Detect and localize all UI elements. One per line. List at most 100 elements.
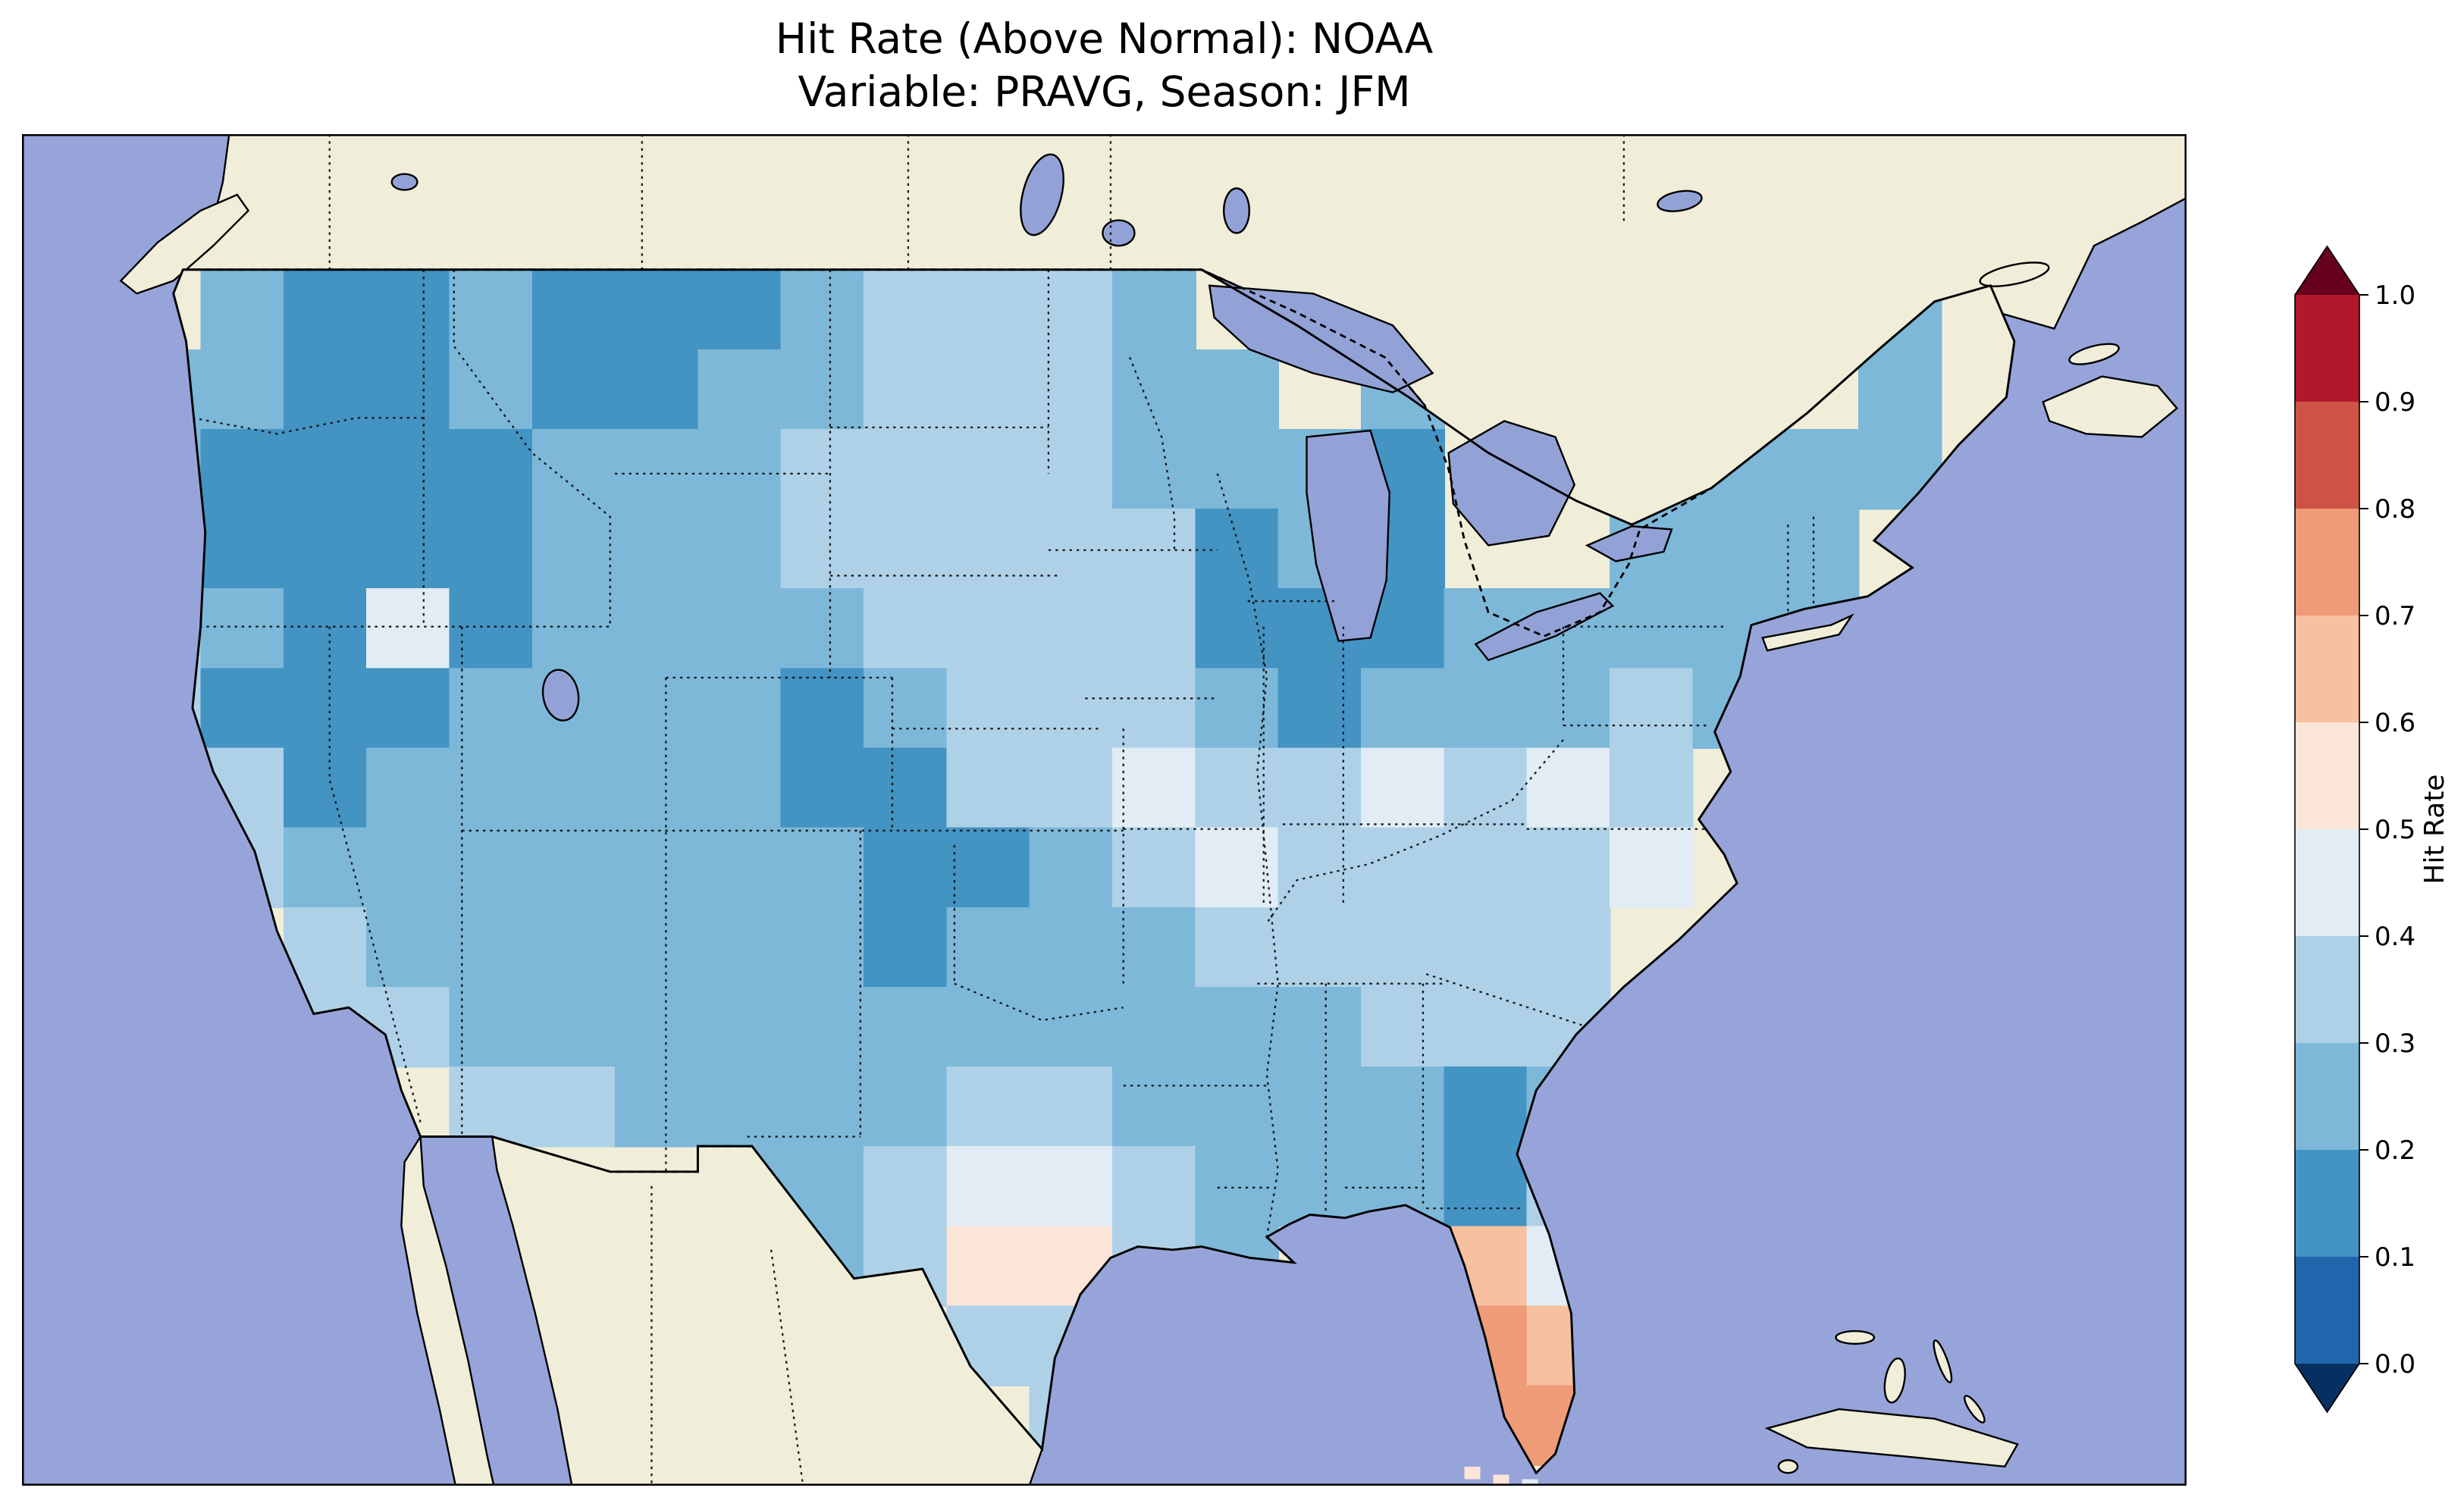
grid-cell [864,428,948,510]
great-salt-lake [541,669,580,722]
figure-title-line2: Variable: PRAVG, Season: JFM [798,67,1411,117]
colorbar-segment [2295,1257,2359,1364]
grid-cell [366,827,450,909]
grid-cell [531,269,616,351]
colorbar-segments [2295,295,2359,1364]
grid-cell [615,349,699,431]
grid-cell [615,907,699,988]
grid-cell [449,668,534,749]
grid-cell [1444,986,1528,1068]
andros-island [1883,1357,1906,1404]
axes-frame [22,134,2187,1486]
grid-cell [1112,428,1196,510]
grid-cell [1029,269,1114,351]
colorbar-tick-label: 0.7 [2375,601,2415,631]
figure-title: Hit Rate (Above Normal): NOAA Variable: … [22,12,2187,119]
grid-cell [1195,588,1280,669]
grid-cell [615,747,699,829]
anticosti-island [1979,262,2050,287]
grid-cell [449,349,534,431]
grid-cell [946,747,1031,829]
grid-cell [1360,986,1445,1068]
grid-cell [946,827,1031,909]
grid-cell [864,1066,948,1148]
grid-cell [864,986,948,1068]
colorbar-tick-label: 0.5 [2375,815,2415,845]
grid-cell [1526,827,1611,909]
grid-cell [1112,827,1196,909]
grid-cell [946,1066,1031,1148]
grid-cell [1277,747,1362,829]
grid-cell [698,428,782,510]
grid-cell [200,428,285,510]
grid-cell [1444,668,1528,749]
isle-of-youth [1777,1459,1799,1474]
colorbar-tick-label: 0.3 [2375,1029,2415,1059]
grid-cell [1360,907,1445,988]
grid-cell [1112,907,1196,988]
grand-bahama-island [1835,1330,1876,1345]
grid-cell [698,747,782,829]
grid-cell [946,509,1031,590]
grid-cell [449,428,534,510]
grid-cell [1609,588,1694,669]
grid-cell [531,349,616,431]
grid-cell [1277,1066,1362,1148]
grid-cell [283,509,368,590]
grid-cell [1195,668,1280,749]
grid-cell [449,747,534,829]
grid-cell [449,588,534,669]
grid-cell [283,428,368,510]
grid-cell [283,588,368,669]
colorbar-tick-label: 0.2 [2375,1135,2415,1166]
grid-cell [1029,827,1114,909]
grid-cell [1444,907,1528,988]
colorbar-segment [2295,1150,2359,1257]
grid-cell [698,269,782,351]
grid-cell [283,349,368,431]
grid-cell [1444,1066,1528,1148]
colorbar-tick-label: 1.0 [2375,280,2415,311]
colorbar-segment [2295,615,2359,722]
nova-scotia [2042,375,2179,438]
grid-cell [200,269,285,351]
grid-cell [698,1066,782,1148]
grid-cell [615,588,699,669]
grid-cell [1360,668,1445,749]
grid-cell [1029,986,1114,1068]
grid-cell [1195,747,1280,829]
grid-cell [615,668,699,749]
grid-cell [1029,1066,1114,1148]
grid-cell [366,509,450,590]
grid-cell [531,986,616,1068]
grid-cell [366,588,450,669]
colorbar-segment [2295,722,2359,829]
grid-cell [698,986,782,1068]
grid-cell [1526,747,1611,829]
grid-cell [864,509,948,590]
grid-cell [946,349,1031,431]
grid-cell [1444,827,1528,909]
grid-cell [200,509,285,590]
colorbar-tick-label: 0.4 [2375,922,2415,952]
grid-cell [1277,986,1362,1068]
grid-cell [449,986,534,1068]
grid-cell [366,428,450,510]
grid-cell [1029,1146,1114,1227]
colorbar-extend-under-triangle [2295,1364,2359,1412]
grid-cell [283,269,368,351]
grid-cell [531,509,616,590]
florida-keys-cells [1464,1466,1538,1486]
grid-cell [200,668,285,749]
grid-cell [864,269,948,351]
grid-cell [1775,428,1860,510]
grid-cell [780,588,865,669]
grid-cell [531,428,616,510]
lake-huron [1447,420,1576,547]
colorbar-segment [2295,936,2359,1043]
grid-cell [780,428,865,510]
state-borders [192,269,1815,1238]
grid-cell [1195,349,1280,431]
grid-cell [946,1146,1031,1227]
grid-cell [698,509,782,590]
